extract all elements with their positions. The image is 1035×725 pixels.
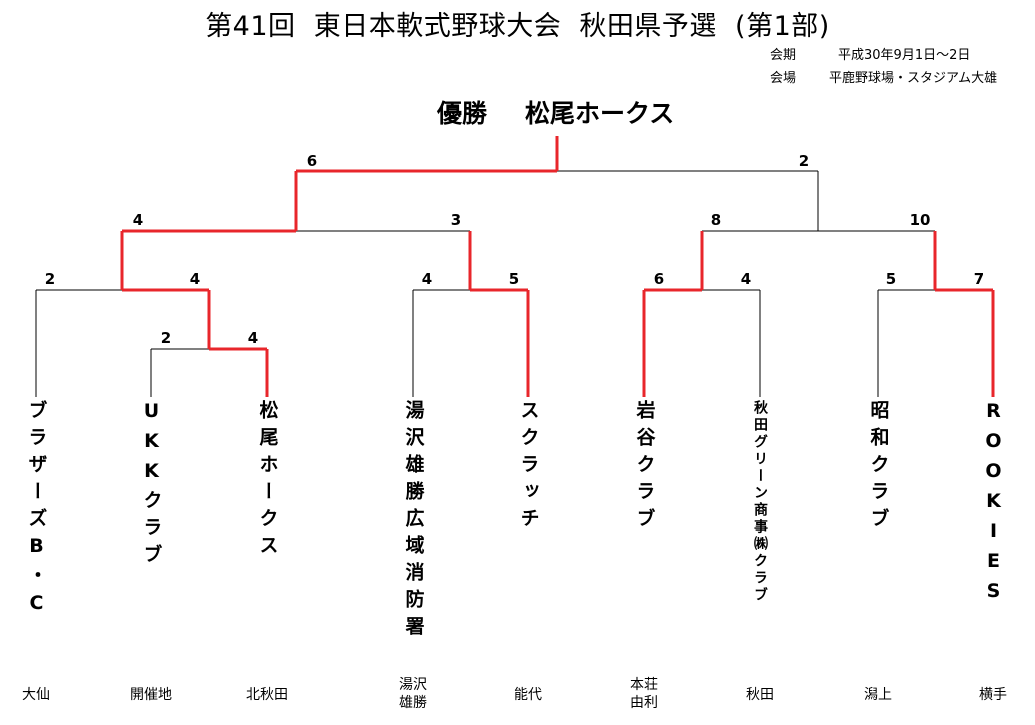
period-label: 会期 (770, 48, 797, 63)
score-qf4-a: 5 (886, 270, 896, 288)
score-qf3-a: 6 (654, 270, 664, 288)
score-qf3-b: 4 (741, 270, 751, 288)
champion-label: 優勝 (437, 99, 488, 128)
team-name: ブラザーズB・C (25, 400, 48, 622)
team-name: ROOKIES (982, 400, 1005, 610)
score-r1-b: 4 (248, 329, 258, 347)
team-name: スクラッチ (517, 400, 540, 535)
score-final-left: 6 (307, 152, 317, 170)
team-region: 横手 (979, 687, 1007, 703)
team-region: 北秋田 (246, 687, 288, 703)
tournament-title: 第41回 東日本軟式野球大会 秋田県予選 (第1部) (205, 11, 830, 42)
team-region: 能代 (514, 687, 542, 703)
team-region: 開催地 (130, 687, 172, 703)
venue-label: 会場 (770, 71, 797, 86)
team-name: 松尾ホークス (256, 400, 279, 562)
team-region: 湯沢 雄勝 (399, 677, 427, 712)
score-qf1-a: 2 (45, 270, 55, 288)
score-semi-left-a: 4 (133, 211, 143, 229)
team-name: 湯沢雄勝広域消防署 (402, 400, 425, 643)
score-semi-right-a: 8 (711, 211, 721, 229)
score-final-right: 2 (799, 152, 809, 170)
team-region: 潟上 (864, 687, 892, 703)
period-value: 平成30年9月1日～2日 (838, 48, 971, 63)
score-semi-right-b: 10 (910, 211, 931, 229)
champion-banner: 優勝 松尾ホークス (437, 94, 674, 130)
champion-team: 松尾ホークス (525, 99, 675, 128)
team-name: 秋田グリーン商事㈱クラブ (752, 400, 768, 604)
team-region: 大仙 (22, 687, 50, 703)
team-name: 岩谷クラブ (633, 400, 656, 535)
team-name: UKKクラブ (140, 400, 163, 571)
team-region: 本荘 由利 (630, 677, 658, 712)
score-qf4-b: 7 (974, 270, 984, 288)
team-region: 秋田 (746, 687, 774, 703)
score-qf2-a: 4 (422, 270, 432, 288)
score-qf1-b: 4 (190, 270, 200, 288)
team-name: 昭和クラブ (867, 400, 890, 535)
score-qf2-b: 5 (509, 270, 519, 288)
venue-value: 平鹿野球場・スタジアム大雄 (829, 71, 998, 86)
score-r1-a: 2 (161, 329, 171, 347)
score-semi-left-b: 3 (451, 211, 461, 229)
